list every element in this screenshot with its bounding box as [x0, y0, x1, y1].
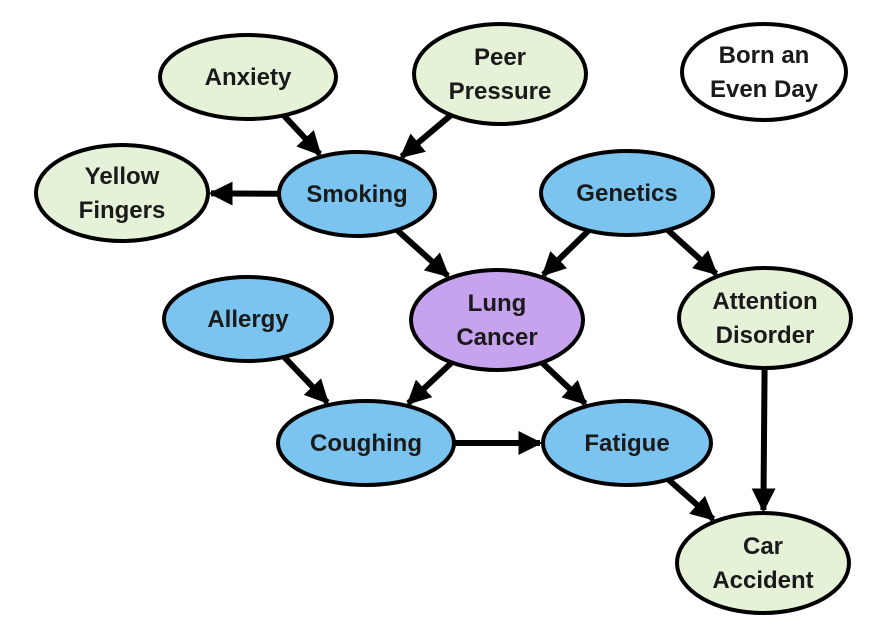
node-attention-disorder-ellipse — [677, 266, 853, 370]
node-genetics-label: Genetics — [576, 180, 677, 207]
edge-lung-cancer-to-fatigue — [539, 360, 588, 406]
edge-attention-disorder-to-car-accident — [751, 367, 776, 513]
node-yellow-fingers-label: Fingers — [79, 197, 166, 224]
node-car-accident: Car Accident — [675, 511, 851, 615]
node-smoking: Smoking — [277, 150, 437, 238]
node-fatigue-label: Fatigue — [584, 430, 669, 457]
node-lung-cancer-label: Lung — [468, 290, 527, 317]
edge-anxiety-to-smoking — [281, 113, 322, 157]
node-peer-pressure-label: Pressure — [449, 78, 552, 105]
node-lung-cancer-label: Cancer — [456, 324, 537, 351]
node-yellow-fingers-ellipse — [34, 143, 210, 243]
node-lung-cancer: Lung Cancer — [409, 268, 585, 372]
node-car-accident-label: Car — [743, 533, 783, 560]
node-car-accident-ellipse — [675, 511, 851, 615]
edge-genetics-to-lung-cancer — [541, 228, 591, 277]
edge-genetics-to-attention-disorder — [665, 227, 719, 276]
node-anxiety: Anxiety — [158, 33, 338, 121]
edge-fatigue-to-car-accident — [666, 477, 716, 522]
edge-allergy-to-coughing — [281, 354, 330, 405]
edge-lung-cancer-to-coughing — [406, 360, 454, 406]
node-born-even-day-ellipse — [680, 22, 848, 122]
node-allergy-label: Allergy — [207, 306, 289, 333]
node-fatigue-ellipse — [541, 399, 713, 487]
node-genetics-ellipse — [539, 149, 715, 237]
node-attention-disorder-label: Disorder — [716, 322, 815, 349]
node-smoking-ellipse — [277, 150, 437, 238]
node-coughing-label: Coughing — [310, 430, 422, 457]
edges-layer — [208, 112, 776, 522]
edge-peer-pressure-to-smoking — [399, 112, 453, 159]
node-born-even-day-label: Born an — [719, 42, 810, 69]
node-peer-pressure-ellipse — [412, 22, 588, 126]
node-car-accident-label: Accident — [712, 567, 813, 594]
node-attention-disorder: Attention Disorder — [677, 266, 853, 370]
node-born-even-day-label: Even Day — [710, 76, 819, 103]
node-coughing: Coughing — [276, 399, 456, 487]
node-fatigue: Fatigue — [541, 399, 713, 487]
node-attention-disorder-label: Attention — [712, 288, 817, 315]
node-anxiety-label: Anxiety — [205, 64, 292, 91]
node-genetics: Genetics — [539, 149, 715, 237]
node-anxiety-ellipse — [158, 33, 338, 121]
node-coughing-ellipse — [276, 399, 456, 487]
node-allergy: Allergy — [162, 275, 334, 363]
node-born-even-day: Born an Even Day — [680, 22, 848, 122]
node-lung-cancer-ellipse — [409, 268, 585, 372]
node-smoking-label: Smoking — [306, 181, 407, 208]
node-allergy-ellipse — [162, 275, 334, 363]
node-yellow-fingers-label: Yellow — [85, 163, 160, 190]
nodes-layer: Anxiety Peer Pressure Born an Even Day Yellow… — [34, 22, 853, 615]
node-peer-pressure-label: Peer — [474, 44, 526, 71]
node-yellow-fingers: Yellow Fingers — [34, 143, 210, 243]
node-peer-pressure: Peer Pressure — [412, 22, 588, 126]
edge-smoking-to-lung-cancer — [394, 227, 450, 279]
